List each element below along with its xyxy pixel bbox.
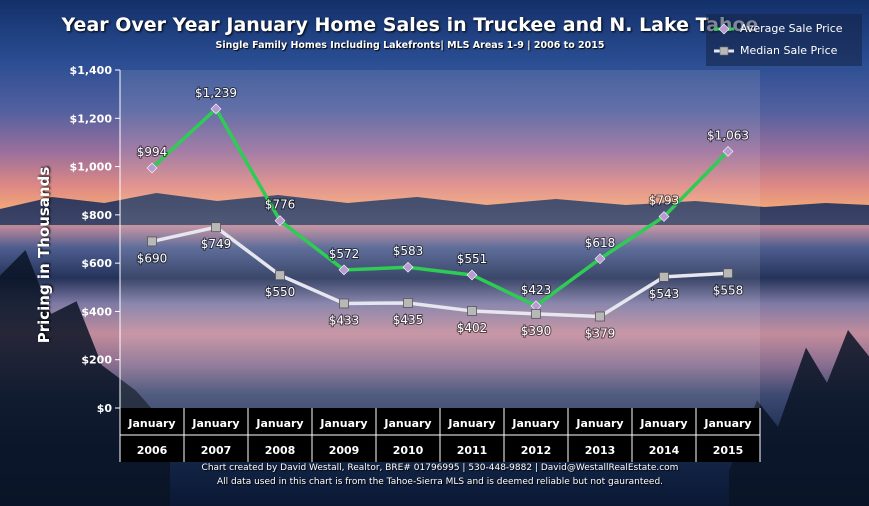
x-tick-label-year: 2006 [137, 444, 168, 457]
average-price-point [274, 215, 286, 227]
y-tick-label: $800 [81, 209, 112, 222]
average-price-point [530, 300, 542, 312]
average-price-data-label: $551 [457, 252, 488, 266]
average-price-point [594, 253, 606, 265]
average-price-point [658, 211, 670, 222]
y-tick-label: $200 [81, 354, 112, 367]
y-tick-label: $600 [81, 257, 112, 270]
average-price-data-label: $1,063 [707, 128, 749, 142]
average-price-data-label: $1,239 [195, 86, 237, 100]
median-price-data-label: $435 [393, 313, 424, 327]
footer-credit: Chart created by David Westall, Realtor,… [201, 463, 679, 473]
average-price-point [210, 103, 222, 115]
legend-label-median: Median Sale Price [740, 44, 838, 57]
median-price-point [275, 270, 285, 281]
x-tick-label-year: 2010 [393, 444, 424, 457]
legend-swatch-median [714, 46, 734, 56]
y-tick-label: $1,000 [70, 161, 113, 174]
x-tick-label-month: January [575, 417, 623, 430]
median-price-data-label: $543 [649, 287, 680, 301]
average-price-point [338, 264, 350, 276]
average-price-point [146, 162, 158, 174]
median-price-data-label: $379 [585, 326, 616, 340]
x-tick-label-year: 2012 [521, 444, 552, 457]
median-price-data-label: $402 [457, 321, 488, 335]
legend-item-median: Median Sale Price [714, 41, 862, 61]
median-price-data-label: $390 [521, 324, 552, 338]
median-price-data-label: $433 [329, 313, 360, 327]
average-price-point [722, 145, 734, 157]
legend-item-average: Average Sale Price [714, 19, 862, 39]
legend-swatch-average [714, 23, 734, 35]
average-price-point [466, 269, 478, 281]
legend: Average Sale Price Median Sale Price [706, 14, 862, 66]
x-tick-label-year: 2008 [265, 444, 296, 457]
x-tick-label-month: January [639, 417, 687, 430]
y-tick-label: $1,400 [70, 64, 113, 77]
x-tick-label-year: 2007 [201, 444, 232, 457]
y-tick-label: $0 [97, 402, 113, 415]
x-tick-label-year: 2011 [457, 444, 488, 457]
x-tick-label-month: January [511, 417, 559, 430]
chart-title: Year Over Year January Home Sales in Tru… [61, 14, 759, 36]
y-tick-label: $400 [81, 305, 112, 318]
average-price-data-label: $572 [329, 247, 360, 261]
median-price-point [723, 268, 733, 279]
average-price-data-label: $994 [137, 145, 168, 159]
median-price-point [147, 236, 157, 247]
average-price-data-label: $618 [585, 236, 616, 250]
average-price-line [150, 107, 730, 308]
median-price-line [151, 225, 729, 319]
median-price-data-label: $550 [265, 285, 296, 299]
x-tick-label-month: January [319, 417, 367, 430]
median-price-point [339, 298, 349, 309]
median-price-point [531, 308, 541, 319]
median-price-data-label: $749 [201, 237, 232, 251]
average-price-data-label: $423 [521, 283, 552, 297]
x-tick-label-year: 2009 [329, 444, 360, 457]
x-tick-label-year: 2015 [713, 444, 744, 457]
x-tick-label-month: January [255, 417, 303, 430]
median-price-point [211, 222, 221, 233]
footer-disclaimer: All data used in this chart is from the … [216, 477, 664, 487]
legend-label-average: Average Sale Price [740, 22, 843, 35]
average-price-data-label: $793 [649, 194, 680, 208]
median-price-data-label: $558 [713, 283, 744, 297]
median-price-point [467, 306, 477, 316]
x-tick-label-year: 2014 [649, 444, 680, 457]
x-tick-label-month: January [703, 417, 751, 430]
x-tick-label-month: January [447, 417, 495, 430]
median-price-point [595, 311, 605, 322]
chart-subtitle: Single Family Homes Including Lakefronts… [215, 40, 605, 51]
average-price-data-label: $776 [265, 198, 296, 212]
average-price-data-label: $583 [393, 244, 424, 258]
y-tick-label: $1,200 [70, 112, 113, 125]
median-price-point [403, 298, 413, 308]
x-tick-label-month: January [191, 417, 239, 430]
average-price-point [402, 261, 414, 273]
x-tick-label-year: 2013 [585, 444, 616, 457]
median-price-point [659, 272, 669, 282]
x-tick-label-month: January [127, 417, 175, 430]
x-tick-label-month: January [383, 417, 431, 430]
median-price-data-label: $690 [137, 251, 168, 265]
